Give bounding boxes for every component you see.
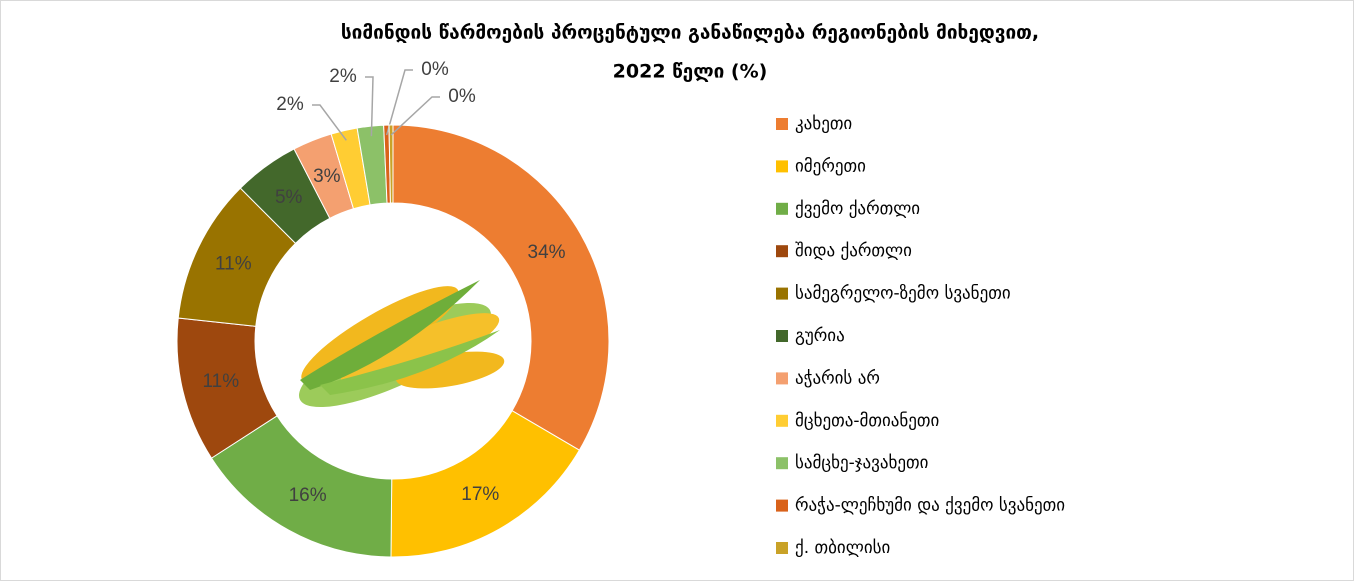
data-label: 2% [276,94,304,115]
data-label: 11% [215,254,252,275]
legend-swatch [776,118,788,130]
legend-swatch [776,372,788,385]
data-label: 0% [448,86,476,107]
data-label: 34% [528,242,566,263]
legend-label: ქ. თბილისი [795,538,890,558]
legend-label: რაჭა-ლეჩხუმი და ქვემო სვანეთი [795,496,1065,516]
legend-swatch [776,542,788,554]
data-label: 5% [275,187,303,208]
legend-label: ქვემო ქართლი [795,199,920,219]
legend-label: სამეგრელო-ზემო სვანეთი [795,284,1011,304]
legend-label: კახეთი [795,114,852,134]
legend-swatch [776,457,788,470]
legend-swatch [776,499,788,512]
legend-swatch [776,245,788,258]
data-label: 2% [329,66,357,87]
leader-line [365,76,374,137]
leader-line [385,69,413,136]
legend-label: იმერეთი [795,156,866,176]
chart-title: სიმინდის წარმოების პროცენტული განაწილება… [341,22,1039,44]
leader-line [390,96,440,136]
legend-swatch [776,330,788,342]
legend-label: აჭარის არ [795,368,880,388]
donut-slice [388,124,394,204]
legend-label: სამცხე-ჯავახეთი [795,453,928,473]
data-label: 3% [313,166,341,187]
leader-line [312,104,347,141]
chart-title: 2022 წელი (%) [613,61,768,83]
data-label: 0% [421,59,449,80]
legend-label: მცხეთა-მთიანეთი [795,411,939,431]
data-label: 16% [289,485,327,506]
legend-swatch [776,414,788,427]
corn-image [298,280,505,408]
legend-swatch [776,287,788,300]
data-label: 11% [202,371,239,392]
legend-swatch [776,160,788,173]
legend-swatch [776,202,788,215]
data-label: 17% [461,484,499,505]
legend-label: შიდა ქართლი [795,241,912,261]
legend-label: გურია [795,326,845,346]
donut-slice [392,124,610,451]
